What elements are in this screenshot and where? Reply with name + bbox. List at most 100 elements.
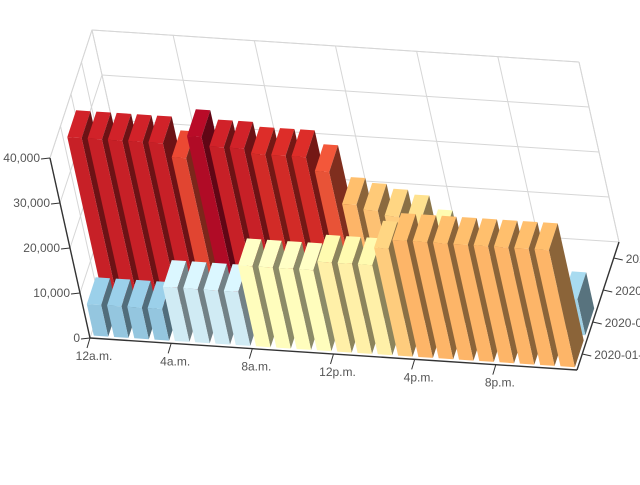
z-tick: [80, 337, 91, 340]
bar-top: [238, 238, 262, 267]
bar-front: [203, 289, 230, 345]
x-tick: [492, 364, 497, 375]
bar-front: [87, 138, 139, 306]
bar-top: [278, 241, 302, 269]
x-gridline: [416, 51, 458, 232]
bar-top: [317, 234, 341, 263]
bar-front: [238, 265, 271, 348]
x-tick-label: 12p.m.: [319, 365, 356, 379]
y-tick: [592, 321, 602, 325]
y-tick: [613, 257, 623, 261]
bar-side: [577, 272, 595, 336]
bar-top: [67, 110, 91, 139]
x-tick: [248, 348, 253, 359]
bars-layer: [67, 109, 595, 368]
bar-front: [412, 241, 454, 360]
bar-top: [534, 222, 558, 251]
x-tick-label: 4p.m.: [404, 370, 434, 384]
bar-front: [127, 306, 149, 340]
bar-top: [291, 129, 315, 158]
bar-top: [86, 277, 110, 306]
bar-front: [374, 247, 413, 357]
frame-edge: [91, 29, 580, 63]
z-tick: [50, 202, 61, 205]
z-tick-label: 20,000: [23, 241, 60, 255]
bar-front: [493, 246, 535, 365]
y-tick-label: 2020-01-10: [626, 252, 640, 266]
bar-front: [534, 249, 575, 368]
bar-front: [357, 264, 393, 356]
bar-front: [392, 240, 433, 358]
x-tick-label: 8p.m.: [485, 376, 515, 390]
bar-top: [412, 214, 436, 243]
frame-edge: [578, 61, 620, 243]
z-tick: [40, 157, 51, 160]
bar-top: [363, 182, 387, 211]
y-tick-label: 2020-01-09: [615, 284, 640, 298]
bar-front: [258, 266, 291, 349]
bar-front: [278, 268, 312, 350]
z-tick-label: 30,000: [13, 196, 50, 210]
bar-front: [183, 288, 210, 344]
bar-top: [433, 215, 457, 244]
x-tick: [411, 359, 416, 370]
y-tick: [582, 353, 592, 357]
bar-front: [147, 308, 170, 341]
z-tick-label: 0: [73, 331, 80, 345]
bar-top: [314, 144, 338, 173]
bar-top: [453, 217, 477, 245]
bar-top: [148, 115, 172, 144]
bar-front: [433, 242, 474, 361]
z-tick: [60, 247, 71, 250]
bar-front: [107, 305, 129, 338]
bar-top: [183, 261, 207, 290]
bar-top: [87, 111, 111, 140]
bar-top: [229, 120, 253, 149]
z-tick: [70, 292, 81, 295]
bar-top: [514, 221, 538, 249]
bar-front: [67, 137, 119, 305]
bar-side: [548, 223, 584, 368]
bar-front: [514, 248, 555, 366]
bar-top: [493, 219, 518, 248]
bar-top: [107, 112, 132, 141]
x-gridline: [497, 56, 539, 237]
bar-top: [107, 278, 131, 307]
bar-front: [223, 291, 251, 346]
y-tick: [603, 289, 613, 293]
bar-front: [128, 141, 180, 309]
bar-top: [342, 177, 366, 205]
bar-top: [162, 260, 187, 288]
bar-top: [392, 213, 416, 241]
bar-front: [453, 244, 494, 362]
x-tick-label: 4a.m.: [160, 354, 190, 368]
y-gridline: [60, 125, 101, 307]
axes-layer: 12a.m. 4a.m. 8a.m. 12p.m. 4p.m. 8p.m. 2020-01-…: [3, 151, 640, 390]
y-tick-label: 2020-01-07: [594, 348, 640, 362]
bar-top: [127, 279, 151, 308]
bar: [534, 222, 584, 368]
bar-top: [203, 262, 227, 291]
bar-front: [317, 261, 352, 353]
bar-top: [337, 236, 361, 264]
bar-top: [128, 114, 152, 143]
bar-front: [337, 263, 372, 354]
x-tick: [330, 353, 334, 365]
bar-front: [86, 304, 109, 337]
z-tick-label: 40,000: [3, 151, 40, 165]
bar-top: [209, 119, 233, 148]
y-tick-label: 2020-01-08: [605, 316, 640, 330]
bar-top: [374, 220, 398, 249]
bar-front: [299, 269, 332, 352]
x-tick-label: 12a.m.: [76, 349, 113, 363]
bar-top: [473, 218, 497, 247]
bar-front: [473, 245, 514, 364]
bar-front: [107, 139, 160, 308]
bar-top: [384, 188, 408, 217]
bar-top: [187, 109, 211, 138]
x-tick: [86, 337, 91, 349]
x-tick-label: 8a.m.: [241, 360, 271, 374]
bar-top: [299, 242, 323, 271]
